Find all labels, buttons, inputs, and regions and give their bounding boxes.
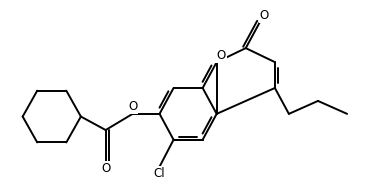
Text: O: O — [128, 100, 137, 113]
Text: O: O — [101, 162, 110, 175]
Text: Cl: Cl — [154, 167, 165, 180]
Text: O: O — [259, 9, 269, 22]
Text: O: O — [216, 49, 226, 62]
